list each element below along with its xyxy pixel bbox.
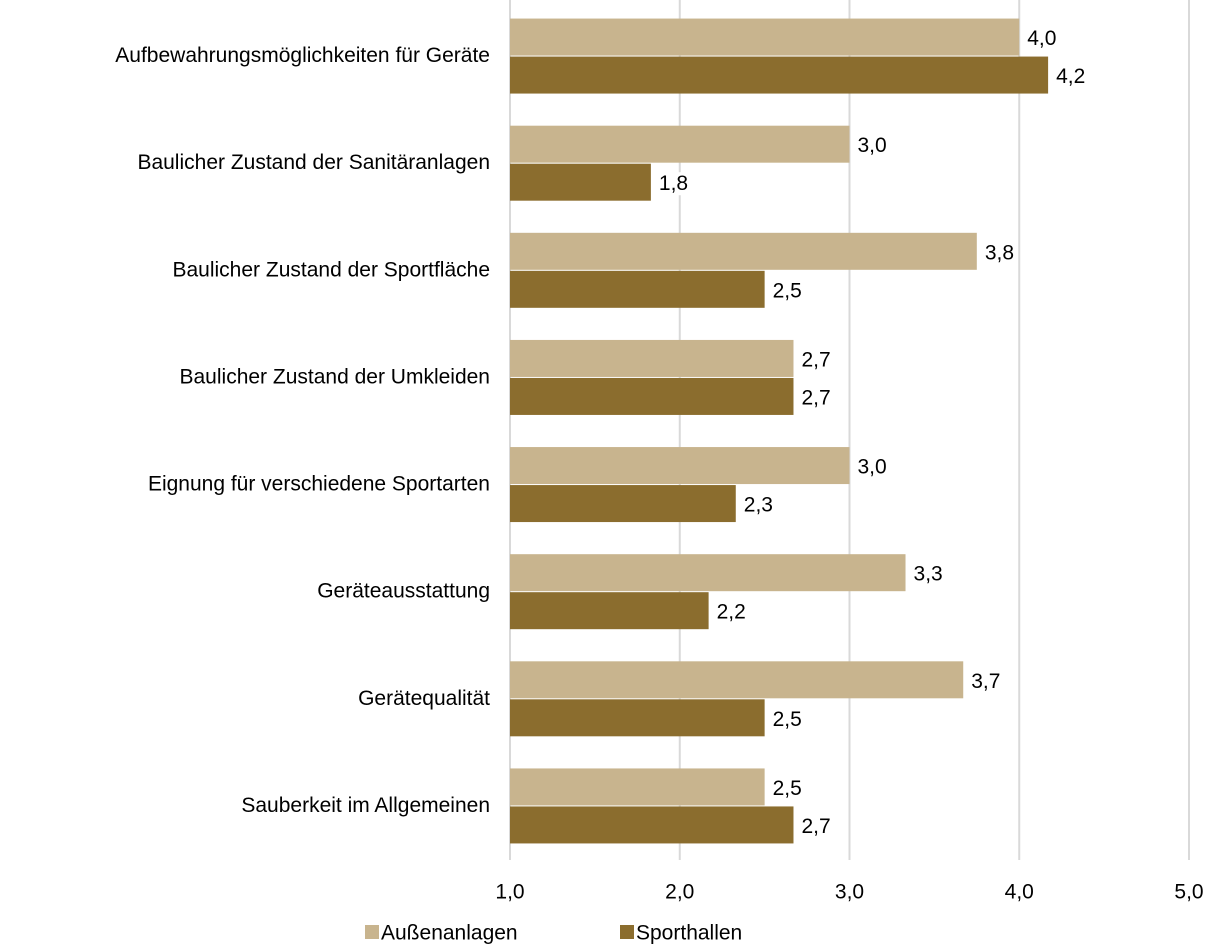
category-label: Baulicher Zustand der Sanitäranlagen — [137, 151, 490, 174]
bar — [510, 661, 964, 699]
label-background — [769, 279, 805, 303]
value-label: 3,7 — [971, 670, 1000, 693]
bar — [510, 768, 765, 806]
legend-label: Sporthallen — [636, 922, 742, 945]
label-background — [798, 814, 834, 838]
label-background — [1053, 65, 1089, 89]
value-label: 2,5 — [773, 777, 802, 800]
x-tick-label: 5,0 — [1174, 881, 1203, 904]
bar — [510, 447, 850, 485]
value-label: 2,5 — [773, 708, 802, 731]
label-background — [769, 707, 805, 731]
value-label: 3,3 — [914, 563, 943, 586]
label-background — [910, 562, 946, 586]
label-background — [798, 348, 834, 372]
category-label: Eignung für verschiedene Sportarten — [148, 473, 490, 496]
bar — [510, 806, 794, 844]
value-label: 2,3 — [744, 494, 773, 517]
category-label: Gerätequalität — [358, 687, 490, 710]
bar — [510, 592, 709, 630]
label-background — [854, 134, 890, 158]
value-label: 2,5 — [773, 279, 802, 302]
legend-swatch — [365, 925, 379, 939]
bar — [510, 699, 765, 737]
bar — [510, 339, 794, 377]
bar — [510, 163, 651, 201]
value-label: 3,0 — [858, 134, 887, 157]
label-background — [655, 172, 692, 196]
label-background — [740, 493, 776, 517]
bar — [510, 377, 794, 415]
legend-label: Außenanlagen — [381, 922, 518, 945]
category-label: Baulicher Zustand der Sportfläche — [172, 258, 490, 281]
value-label: 2,7 — [801, 348, 830, 371]
label-background — [968, 669, 1004, 693]
value-label: 4,2 — [1056, 65, 1085, 88]
value-label: 3,8 — [985, 241, 1014, 264]
label-background — [798, 386, 834, 410]
bar — [510, 18, 1020, 56]
x-tick-label: 1,0 — [495, 881, 524, 904]
bar — [510, 485, 736, 523]
label-background — [854, 455, 890, 479]
bar — [510, 125, 850, 163]
legend-swatch — [620, 925, 634, 939]
value-label: 1,8 — [659, 172, 688, 195]
category-label: Aufbewahrungsmöglichkeiten für Geräte — [115, 44, 490, 67]
value-label: 2,7 — [801, 386, 830, 409]
value-label: 2,7 — [801, 815, 830, 838]
category-label: Geräteausstattung — [317, 580, 490, 603]
x-tick-label: 3,0 — [835, 881, 864, 904]
label-background — [713, 600, 749, 624]
category-label: Baulicher Zustand der Umkleiden — [180, 365, 491, 388]
x-tick-label: 2,0 — [665, 881, 694, 904]
bar — [510, 232, 977, 270]
value-label: 4,0 — [1027, 27, 1056, 50]
bar — [510, 56, 1049, 94]
label-background — [769, 776, 805, 800]
bar — [510, 270, 765, 308]
value-label: 2,2 — [717, 601, 746, 624]
category-label: Sauberkeit im Allgemeinen — [241, 794, 490, 817]
value-label: 3,0 — [858, 456, 887, 479]
label-background — [1024, 27, 1060, 51]
bar — [510, 554, 906, 592]
label-background — [981, 241, 1018, 265]
x-tick-label: 4,0 — [1005, 881, 1034, 904]
